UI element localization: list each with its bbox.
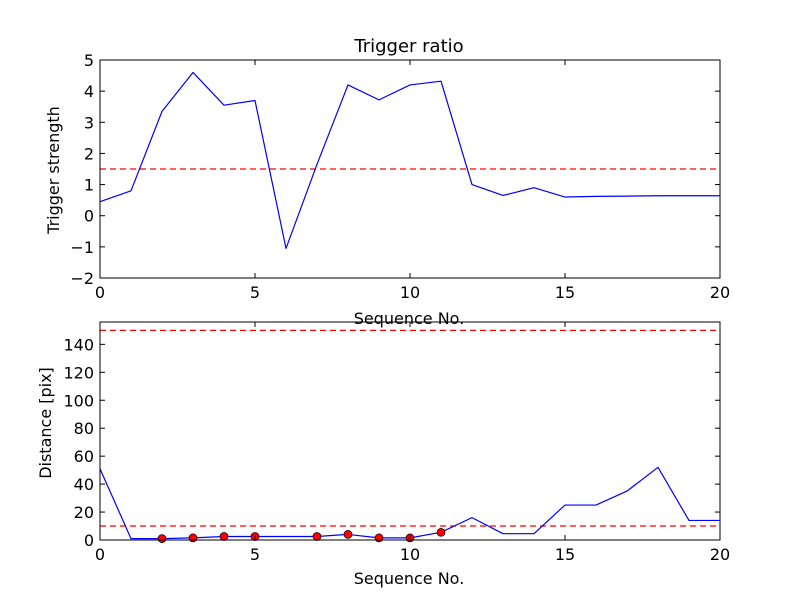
bottom-chart-y-axis-label: Distance [pix]: [36, 367, 55, 479]
bottom-chart-x-axis-label: Sequence No.: [354, 569, 465, 588]
bottom-chart-plot-area: 0 5 10 15 20 0 20 40 60 80 100 120 140: [63, 321, 730, 564]
top-series-line-0: [99, 71, 720, 250]
bottom-y-tick-label: 0: [84, 531, 94, 550]
top-y-tick-label: 5: [84, 51, 94, 70]
top-y-tick-label: −2: [70, 269, 94, 288]
top-chart-x-axis-label: Sequence No.: [354, 309, 465, 328]
bottom-x-tick-label: 10: [400, 545, 420, 564]
bottom-x-tick-label: 0: [95, 545, 105, 564]
bottom-y-tick-label: 140: [63, 335, 94, 354]
top-x-tick-label: 15: [555, 283, 575, 302]
bottom-x-tick-label: 15: [555, 545, 575, 564]
bottom-x-tick-label: 5: [250, 545, 260, 564]
top-y-tick-label: −1: [70, 238, 94, 257]
top-y-tick-label: 4: [84, 82, 94, 101]
bottom-y-tick-label: 120: [63, 363, 94, 382]
bottom-y-tick-label: 20: [74, 503, 94, 522]
top-x-tick-label: 10: [400, 283, 420, 302]
top-y-tick-label: 3: [84, 113, 94, 132]
bottom-y-tick-label: 40: [74, 475, 94, 494]
top-chart-title: Trigger ratio: [353, 36, 463, 57]
top-y-tick-label: 0: [84, 207, 94, 226]
bottom-y-tick-label: 100: [63, 391, 94, 410]
bottom-y-tick-label: 80: [74, 419, 94, 438]
top-y-tick-label: 1: [84, 176, 94, 195]
top-chart-panel: Trigger ratio 0 5 10 15 20 −2 −1 0 1 2 3 4 5 Sequenc…: [44, 36, 730, 328]
bottom-y-tick-label: 60: [74, 447, 94, 466]
bottom-data-marker: [436, 527, 446, 537]
top-chart-plot-area: 0 5 10 15 20 −2 −1 0 1 2 3 4 5: [70, 51, 730, 302]
bottom-data-marker: [312, 532, 322, 541]
bottom-data-marker: [188, 533, 198, 543]
top-x-tick-label: 0: [95, 283, 105, 302]
top-chart-y-axis-label: Trigger strength: [44, 106, 63, 235]
bottom-data-marker: [157, 534, 167, 543]
bottom-x-tick-label: 20: [710, 545, 730, 564]
bottom-data-marker: [219, 532, 229, 541]
bottom-data-marker: [374, 533, 384, 543]
bottom-data-marker: [343, 530, 353, 539]
top-y-tick-label: 2: [84, 144, 94, 163]
top-x-tick-label: 20: [710, 283, 730, 302]
top-x-tick-label: 5: [250, 283, 260, 302]
